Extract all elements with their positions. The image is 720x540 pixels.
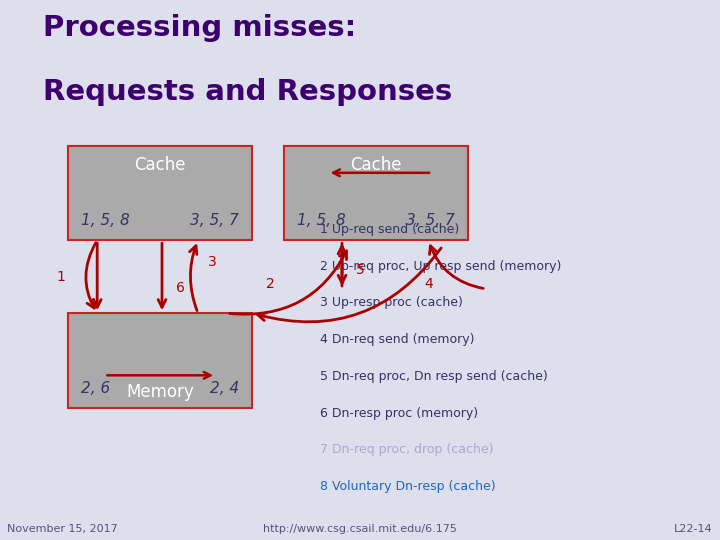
Text: 6 Dn-resp proc (memory): 6 Dn-resp proc (memory)	[320, 407, 479, 420]
Text: 1, 5, 8: 1, 5, 8	[297, 213, 346, 228]
Text: Memory: Memory	[126, 383, 194, 401]
Text: L22-14: L22-14	[674, 523, 713, 534]
Text: 8 Voluntary Dn-resp (cache): 8 Voluntary Dn-resp (cache)	[320, 480, 496, 493]
Text: 5 Dn-req proc, Dn resp send (cache): 5 Dn-req proc, Dn resp send (cache)	[320, 370, 548, 383]
Text: 5: 5	[356, 263, 364, 277]
Text: 2, 6: 2, 6	[81, 381, 111, 396]
Text: 3, 5, 7: 3, 5, 7	[190, 213, 239, 228]
Text: Cache: Cache	[135, 156, 186, 173]
Text: 4 Dn-req send (memory): 4 Dn-req send (memory)	[320, 333, 475, 346]
Text: 3 Up-resp proc (cache): 3 Up-resp proc (cache)	[320, 296, 463, 309]
Text: http://www.csg.csail.mit.edu/6.175: http://www.csg.csail.mit.edu/6.175	[263, 523, 457, 534]
Text: 1: 1	[57, 270, 66, 284]
Text: November 15, 2017: November 15, 2017	[7, 523, 118, 534]
FancyBboxPatch shape	[284, 146, 468, 240]
FancyBboxPatch shape	[68, 146, 252, 240]
Text: 2, 4: 2, 4	[210, 381, 239, 396]
Text: 1 Up-req send (cache): 1 Up-req send (cache)	[320, 223, 459, 236]
Text: 2: 2	[266, 276, 274, 291]
Text: 2 Up-req proc, Up resp send (memory): 2 Up-req proc, Up resp send (memory)	[320, 260, 562, 273]
Text: 1, 5, 8: 1, 5, 8	[81, 213, 130, 228]
Text: 6: 6	[176, 281, 184, 294]
Text: 7 Dn-req proc, drop (cache): 7 Dn-req proc, drop (cache)	[320, 443, 494, 456]
Text: 3, 5, 7: 3, 5, 7	[406, 213, 455, 228]
Text: Requests and Responses: Requests and Responses	[43, 78, 452, 106]
Text: 4: 4	[424, 276, 433, 291]
FancyBboxPatch shape	[68, 313, 252, 408]
Text: 3: 3	[208, 255, 217, 269]
Text: Processing misses:: Processing misses:	[43, 14, 356, 42]
Text: Cache: Cache	[351, 156, 402, 173]
